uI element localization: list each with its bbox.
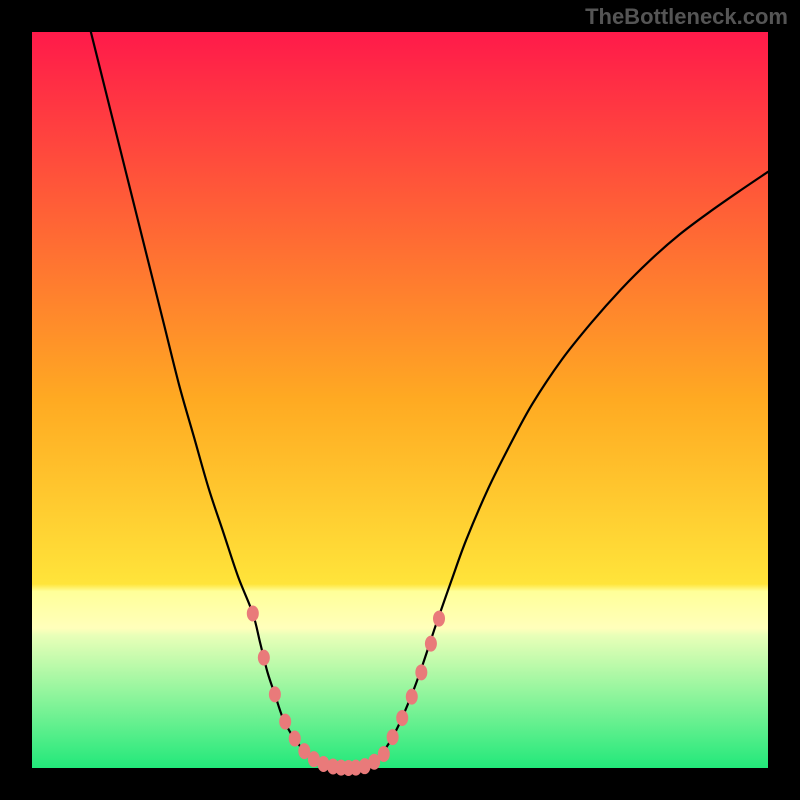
watermark-text: TheBottleneck.com	[585, 4, 788, 30]
curve-right_branch	[348, 172, 768, 768]
data-marker	[258, 650, 270, 666]
data-marker	[396, 710, 408, 726]
data-marker	[289, 731, 301, 747]
data-marker	[425, 636, 437, 652]
data-marker	[406, 689, 418, 705]
data-marker	[415, 664, 427, 680]
data-marker	[387, 729, 399, 745]
data-marker	[279, 714, 291, 730]
data-marker	[378, 746, 390, 762]
data-marker	[247, 605, 259, 621]
chart-svg	[32, 32, 768, 768]
data-marker	[269, 686, 281, 702]
curve-left_branch	[91, 32, 349, 768]
data-marker	[433, 611, 445, 627]
chart-plot-area	[32, 32, 768, 768]
